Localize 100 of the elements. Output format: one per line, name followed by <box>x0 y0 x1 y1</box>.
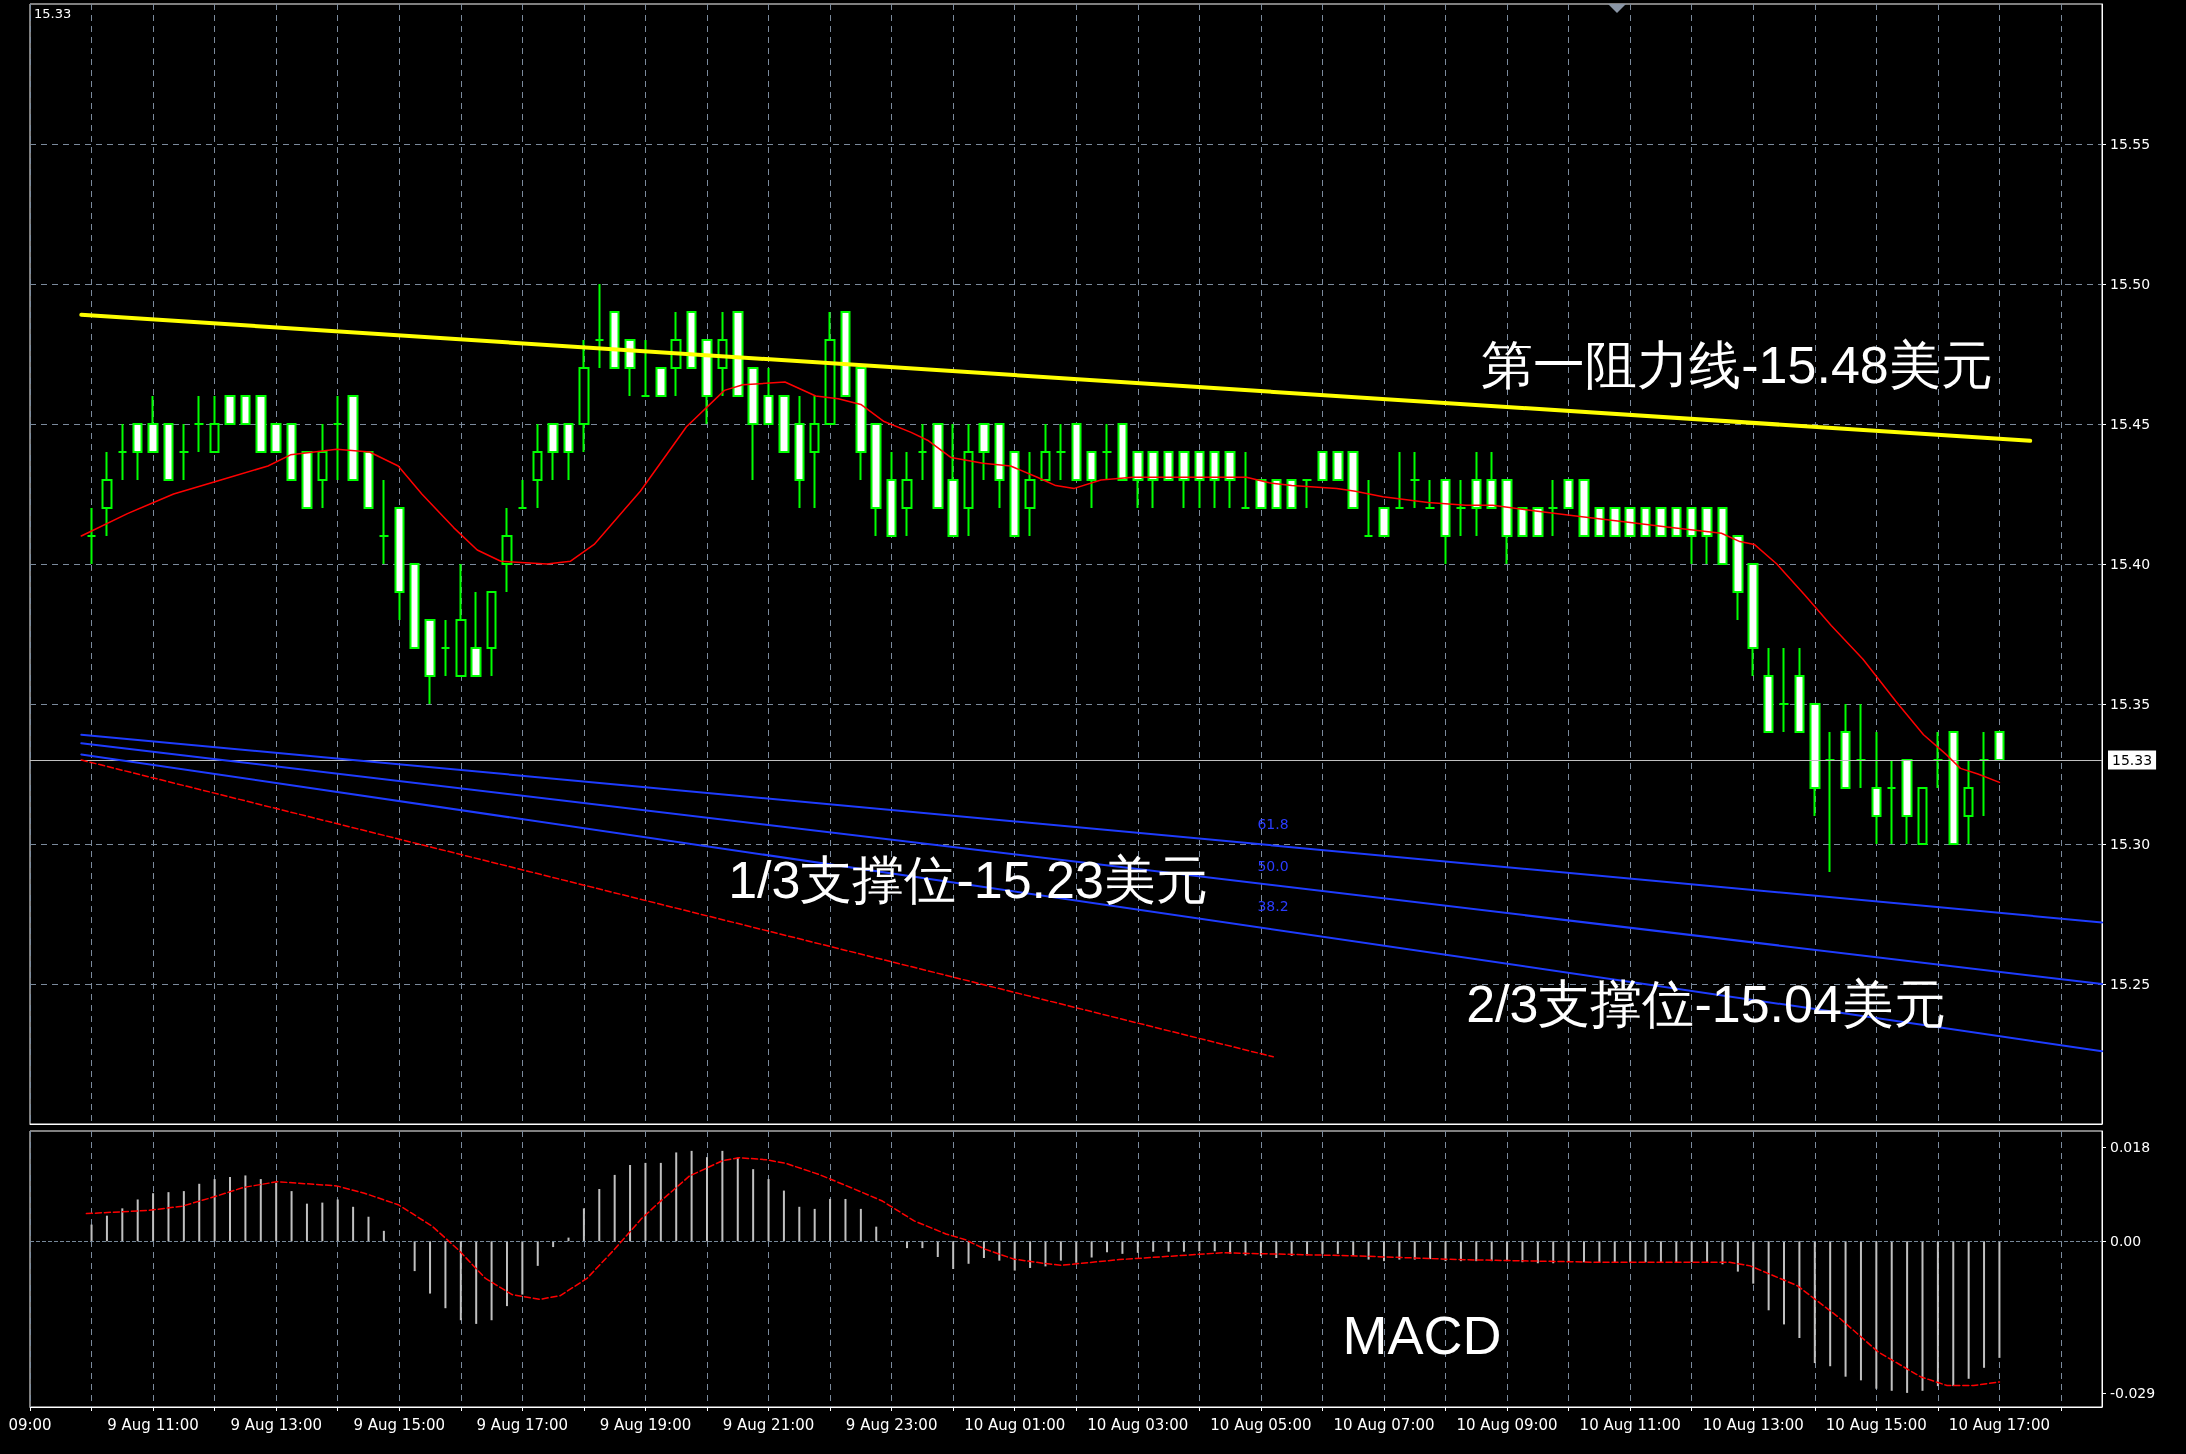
candlestick <box>1763 647 1774 733</box>
candlestick <box>640 339 651 397</box>
bar <box>490 1241 493 1321</box>
bar <box>1013 1241 1016 1271</box>
candlestick <box>1578 479 1590 537</box>
bar <box>1844 1241 1847 1377</box>
x-tick-label: 09:00 <box>8 1415 52 1434</box>
bar <box>275 1182 278 1242</box>
bar <box>1336 1241 1339 1254</box>
bar <box>1675 1241 1678 1263</box>
bar <box>136 1199 139 1242</box>
candlestick <box>732 311 744 397</box>
candlestick <box>1871 731 1882 845</box>
candlestick <box>1686 507 1697 565</box>
x-tick-label: 9 Aug 11:00 <box>107 1415 199 1434</box>
y-tick-label: 0.018 <box>2110 1139 2151 1156</box>
candlestick <box>1640 507 1651 537</box>
bar <box>598 1189 601 1242</box>
candlestick <box>1378 507 1390 537</box>
bar <box>1906 1241 1909 1393</box>
candlestick <box>1609 507 1621 537</box>
candlestick <box>255 395 267 453</box>
bar <box>1321 1241 1324 1254</box>
candlestick <box>1209 451 1220 509</box>
bar <box>1813 1241 1816 1364</box>
candlestick <box>378 479 390 565</box>
candlestick <box>1286 479 1297 509</box>
candlestick <box>501 507 513 593</box>
candlestick <box>701 339 713 425</box>
candlestick <box>1194 451 1205 509</box>
bar <box>1952 1241 1955 1387</box>
candlestick <box>517 479 528 509</box>
bar <box>1583 1241 1585 1263</box>
y-tick-label: 0.00 <box>2110 1233 2142 1250</box>
y-tick-label: 15.35 <box>2110 696 2151 712</box>
x-tick-label: 10 Aug 09:00 <box>1456 1415 1558 1434</box>
candlestick <box>1994 731 2005 761</box>
candlestick <box>1055 423 1067 481</box>
candlestick <box>747 367 759 481</box>
candlestick <box>963 423 974 537</box>
bar <box>521 1241 524 1295</box>
candlestick <box>240 395 251 425</box>
candlestick <box>1855 703 1867 789</box>
candlestick <box>840 311 851 397</box>
y-tick-label: 15.55 <box>2110 136 2151 152</box>
bar <box>629 1164 632 1242</box>
bar <box>844 1198 847 1242</box>
candlestick <box>1701 507 1713 565</box>
bar <box>1613 1241 1616 1263</box>
bar <box>1167 1241 1170 1252</box>
candlestick <box>1132 451 1144 509</box>
candlestick <box>1471 451 1482 537</box>
candlestick <box>917 423 928 481</box>
candlestick <box>1071 423 1082 481</box>
candlestick <box>132 423 143 481</box>
y-tick-label: 15.40 <box>2110 556 2151 572</box>
bar <box>382 1230 385 1242</box>
bar <box>1552 1241 1555 1264</box>
bar <box>1429 1241 1432 1260</box>
bar <box>1182 1241 1185 1252</box>
candlestick <box>1240 451 1251 509</box>
candlestick <box>363 451 374 509</box>
candlestick <box>1009 451 1020 537</box>
bar <box>1198 1241 1201 1252</box>
candlestick <box>86 507 97 565</box>
bar <box>536 1241 539 1266</box>
candlestick <box>1794 647 1805 733</box>
bar <box>1152 1241 1155 1252</box>
candlestick <box>1301 479 1313 509</box>
bar <box>675 1152 678 1242</box>
candlestick <box>1824 731 1836 873</box>
x-tick-label: 10 Aug 03:00 <box>1087 1415 1189 1434</box>
candlestick <box>778 395 790 453</box>
bar <box>1752 1241 1755 1284</box>
candlestick <box>1024 451 1036 537</box>
bar <box>644 1162 647 1242</box>
bar <box>213 1179 216 1242</box>
bar <box>813 1208 816 1242</box>
y-tick-label: 15.30 <box>2110 836 2151 852</box>
candlestick <box>547 423 559 481</box>
candlestick <box>1409 451 1421 509</box>
x-tick-label: 9 Aug 23:00 <box>845 1415 938 1434</box>
candlestick <box>1486 451 1497 509</box>
bar <box>859 1208 862 1242</box>
x-tick-label: 9 Aug 21:00 <box>722 1415 815 1434</box>
bar <box>690 1150 693 1242</box>
candlestick <box>1224 451 1236 509</box>
annotation: 第一阻力线-15.48美元 <box>1481 336 1993 394</box>
bar <box>1521 1241 1524 1263</box>
x-tick-label: 10 Aug 17:00 <box>1948 1415 2050 1434</box>
bar <box>182 1191 185 1242</box>
candlestick <box>1501 479 1513 565</box>
candlestick <box>440 619 451 677</box>
bar <box>1121 1241 1124 1254</box>
candlestick <box>932 423 944 509</box>
x-tick-label: 10 Aug 01:00 <box>964 1415 1066 1434</box>
bar <box>290 1191 293 1242</box>
candlestick <box>455 563 467 677</box>
bar <box>1090 1241 1093 1258</box>
bar <box>1998 1241 2001 1358</box>
